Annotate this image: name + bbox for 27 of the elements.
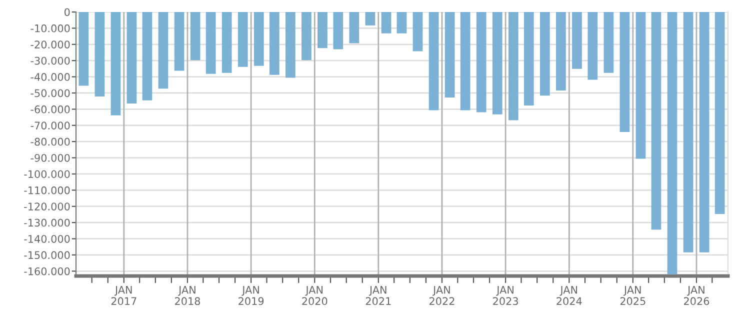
- x-tick-label: JAN 2023: [493, 286, 518, 306]
- y-tick-label: -110.000: [24, 186, 70, 194]
- y-tick-label: -120.000: [24, 202, 70, 210]
- x-tick-label: JAN 2026: [684, 286, 710, 306]
- y-tick-label: -60.000: [30, 105, 70, 114]
- y-tick-label: -20.000: [30, 40, 70, 48]
- x-tick-label: JAN 2021: [366, 286, 391, 306]
- y-tick-label: -150.000: [24, 251, 70, 260]
- y-tick-label: 0: [64, 8, 70, 16]
- x-tick-label: JAN 2018: [174, 286, 200, 306]
- y-tick-label: -100.000: [24, 170, 70, 178]
- y-tick-label: -90.000: [30, 154, 70, 162]
- x-tick-label: JAN 2019: [238, 286, 264, 306]
- y-tick-label: -50.000: [30, 89, 70, 98]
- y-tick-label: -130.000: [24, 218, 70, 227]
- y-tick-label: -160.000: [24, 267, 70, 276]
- x-tick-label: JAN 2017: [111, 286, 136, 306]
- x-tick-label: JAN 2020: [302, 286, 328, 306]
- y-tick-label: -30.000: [30, 56, 70, 65]
- y-tick-label: -70.000: [30, 122, 70, 130]
- y-tick-label: -10.000: [30, 24, 70, 32]
- y-tick-label: -140.000: [24, 234, 70, 243]
- x-tick-label: JAN 2024: [556, 286, 582, 306]
- y-tick-label: -80.000: [30, 138, 70, 146]
- x-tick-label: JAN 2022: [429, 286, 454, 306]
- y-tick-label: -40.000: [30, 73, 70, 81]
- x-tick-label: JAN 2025: [620, 286, 646, 306]
